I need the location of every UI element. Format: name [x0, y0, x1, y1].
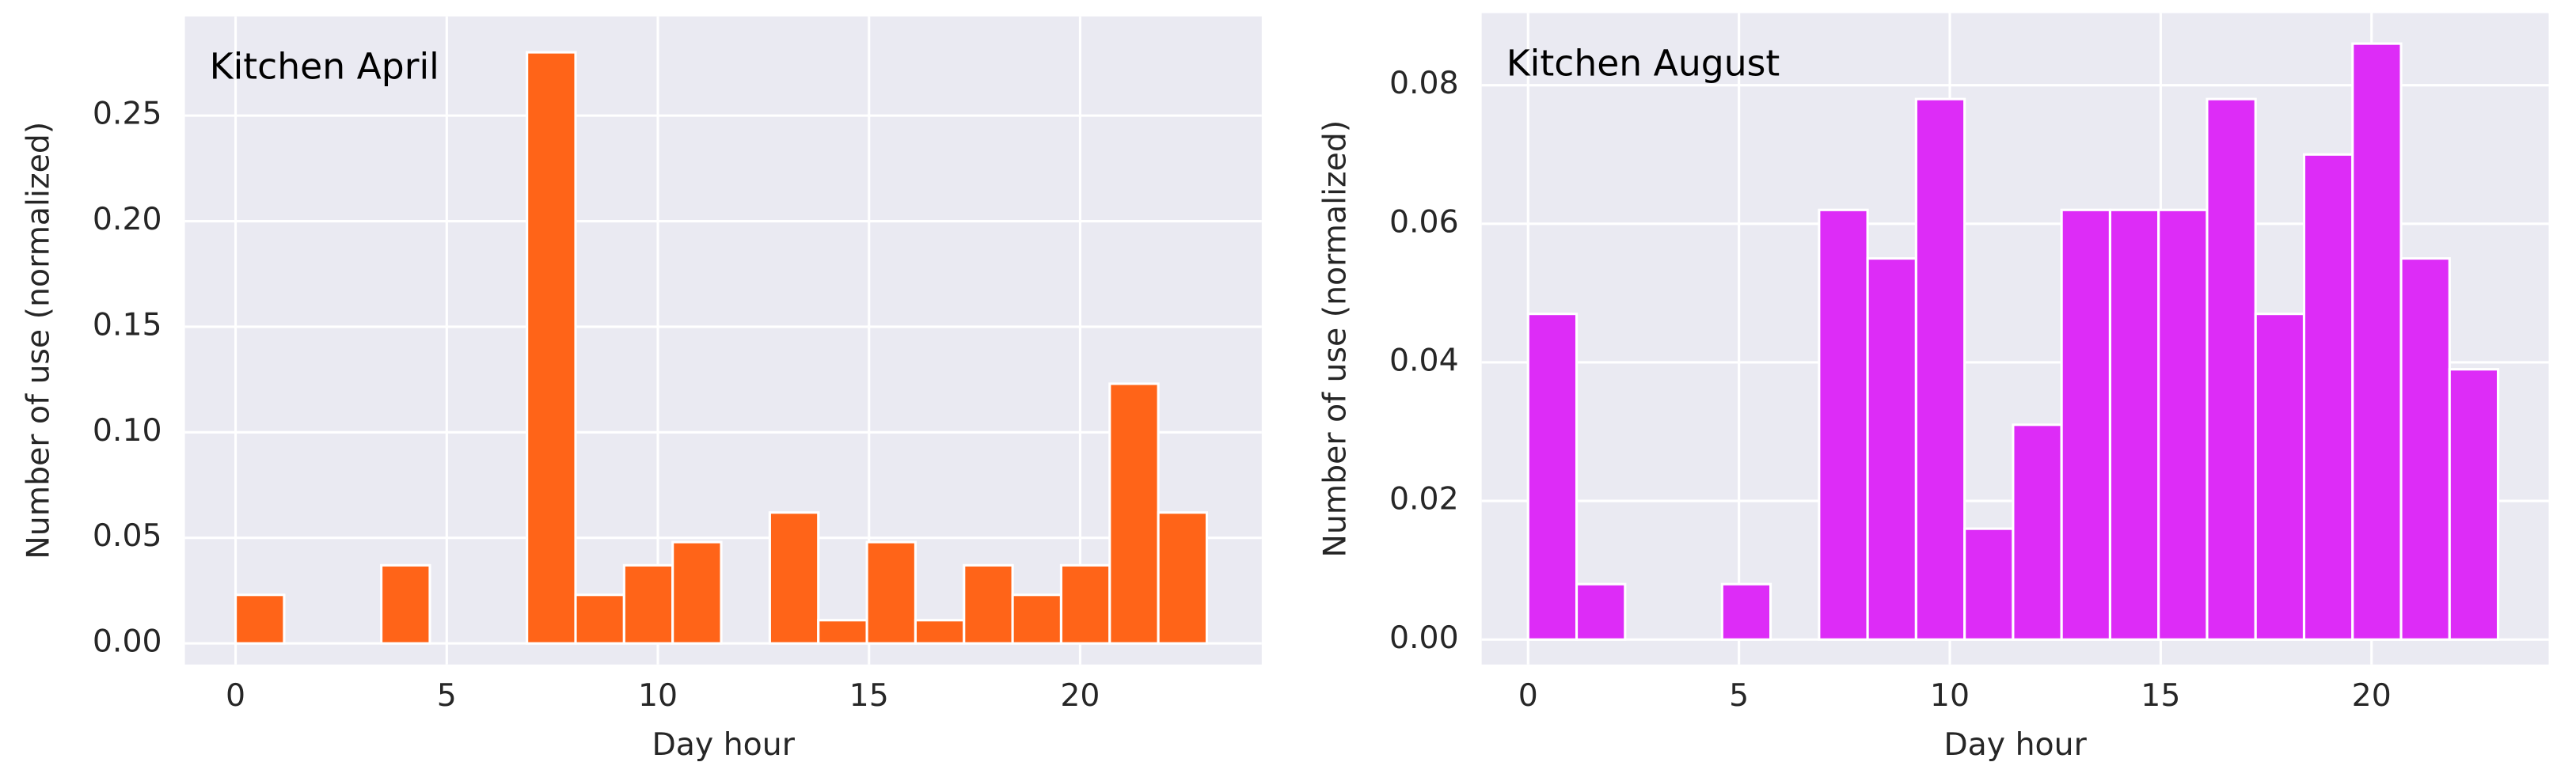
- y-tick-label: 0.00: [1389, 620, 1459, 656]
- x-tick-label: 10: [1930, 677, 1970, 714]
- bar: [2157, 208, 2209, 641]
- y-tick-label: 0.10: [93, 412, 162, 449]
- bar: [1526, 313, 1579, 641]
- bar: [1720, 582, 1772, 641]
- subplot: 0.00 0.05 0.10 0.15 0.20 0.25 0 5 10 15 20 Kitchen …: [21, 16, 1262, 763]
- y-tick-label: 0.00: [93, 624, 162, 660]
- x-tick-label: 0: [226, 677, 245, 714]
- x-axis-label: Day hour: [1943, 726, 2087, 763]
- bar: [2254, 313, 2306, 641]
- bar: [1914, 97, 1966, 641]
- x-tick-label: 20: [1060, 677, 1100, 714]
- y-tick-label: 0.06: [1389, 203, 1459, 240]
- bar: [2206, 97, 2257, 641]
- bar: [2012, 423, 2063, 641]
- x-tick-label: 5: [1729, 677, 1749, 714]
- bar: [2448, 368, 2500, 641]
- bar: [671, 540, 723, 645]
- y-tick-label: 0.08: [1389, 65, 1459, 101]
- y-tick-label: 0.15: [93, 306, 162, 343]
- bar: [622, 563, 674, 645]
- bar: [1818, 208, 1869, 641]
- bar: [1866, 257, 1917, 641]
- bar: [2302, 153, 2354, 641]
- y-tick-label: 0.02: [1389, 481, 1459, 518]
- bar: [574, 593, 625, 645]
- bar: [2108, 208, 2160, 641]
- x-axis-label: Day hour: [652, 726, 795, 763]
- plot-background: [184, 16, 1262, 665]
- bar: [1157, 511, 1209, 645]
- bar: [1963, 527, 2015, 641]
- y-axis-label: Number of use (normalized): [1317, 120, 1354, 558]
- bar: [1575, 582, 1627, 641]
- bar: [768, 511, 820, 645]
- bar: [234, 593, 286, 645]
- chart-title: Kitchen April: [210, 46, 439, 88]
- bar: [380, 563, 431, 645]
- y-tick-label: 0.05: [93, 518, 162, 554]
- bar: [865, 540, 917, 645]
- bar: [2060, 208, 2111, 641]
- bar: [526, 51, 577, 645]
- bar: [914, 619, 966, 645]
- chart-title: Kitchen August: [1506, 42, 1780, 84]
- y-tick-label: 0.04: [1389, 342, 1459, 378]
- bar: [2351, 42, 2403, 641]
- bar: [963, 563, 1014, 645]
- x-tick-label: 15: [849, 677, 889, 714]
- bar: [1011, 593, 1063, 645]
- y-tick-label: 0.25: [93, 96, 162, 132]
- x-tick-label: 20: [2352, 677, 2392, 714]
- bar: [1059, 563, 1111, 645]
- y-axis-label: Number of use (normalized): [21, 122, 57, 559]
- y-tick-label: 0.20: [93, 201, 162, 237]
- bar: [1108, 382, 1160, 645]
- x-tick-label: 10: [638, 677, 678, 714]
- subplot: 0.00 0.02 0.04 0.06 0.08 0 5 10 15 20 Kitchen Augu…: [1317, 13, 2549, 763]
- x-tick-label: 5: [437, 677, 457, 714]
- x-tick-label: 15: [2141, 677, 2180, 714]
- bar: [817, 619, 868, 645]
- x-tick-label: 0: [1518, 677, 1538, 714]
- bar: [2399, 257, 2451, 641]
